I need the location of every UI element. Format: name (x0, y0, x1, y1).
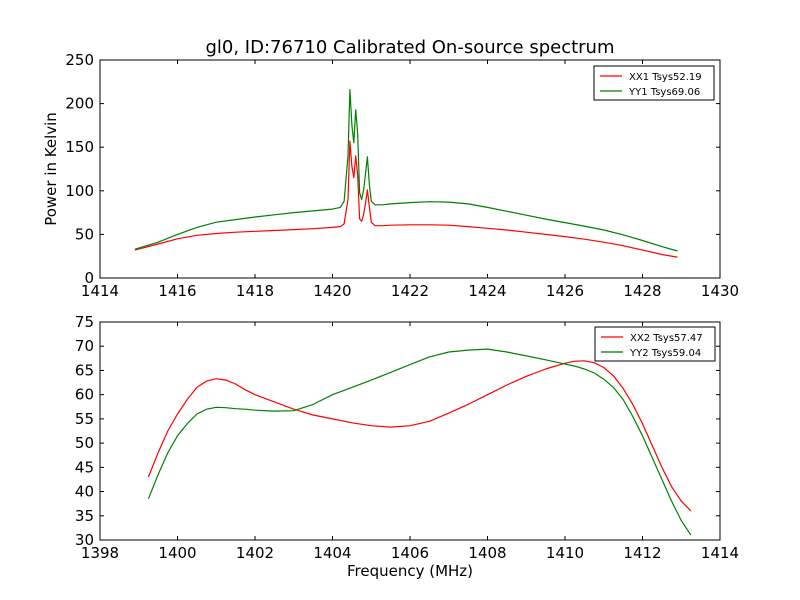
y-tick-label: 45 (75, 458, 94, 476)
x-axis-label: Frequency (MHz) (347, 562, 473, 580)
y-tick-label: 70 (75, 337, 94, 355)
x-tick-label: 1408 (468, 544, 506, 562)
y-tick-label: 150 (65, 138, 94, 156)
series-line-xx (147, 360, 692, 512)
y-tick-label: 55 (75, 410, 94, 428)
legend: XX2 Tsys57.47 YY2 Tsys59.04 (594, 326, 716, 362)
series-line-yy (147, 348, 692, 536)
y-tick-label: 200 (65, 95, 94, 113)
x-tick-label: 1430 (701, 282, 739, 300)
legend-box (593, 65, 715, 101)
x-tick-label: 1420 (313, 282, 351, 300)
x-tick-label: 1402 (236, 544, 274, 562)
y-tick-label: 50 (75, 225, 94, 243)
y-tick-label: 30 (75, 531, 94, 549)
top-plot: 1414 1416 1418 1420 1422 1424 1426 1428 1430 0 50 1… (42, 51, 739, 300)
x-tick-label: 1426 (546, 282, 584, 300)
y-tick-label: 50 (75, 434, 94, 452)
y-axis-label: Power in Kelvin (42, 112, 60, 226)
x-tick-label: 1400 (158, 544, 196, 562)
y-tick-label: 100 (65, 182, 94, 200)
y-tick-label: 75 (75, 313, 94, 331)
x-tick-label: 1424 (468, 282, 506, 300)
x-tick-label: 1418 (236, 282, 274, 300)
legend: XX1 Tsys52.19 YY1 Tsys69.06 (593, 65, 715, 101)
x-tick-label: 1422 (391, 282, 429, 300)
legend-label: YY2 Tsys59.04 (629, 348, 701, 359)
x-tick-label: 1428 (623, 282, 661, 300)
legend-label: YY1 Tsys69.06 (628, 87, 700, 98)
y-tick-label: 35 (75, 507, 94, 525)
x-tick-label: 1414 (81, 282, 119, 300)
series-line-xx (134, 140, 678, 258)
x-tick-label: 1416 (158, 282, 196, 300)
figure-title: gl0, ID:76710 Calibrated On-source spect… (205, 37, 614, 58)
y-tick-label: 65 (75, 361, 94, 379)
x-tick-label: 1406 (391, 544, 429, 562)
y-tick-label: 0 (84, 269, 94, 287)
x-tick-label: 1404 (313, 544, 351, 562)
x-tick-label: 1398 (81, 544, 119, 562)
x-tick-label: 1410 (546, 544, 584, 562)
y-tick-label: 60 (75, 386, 94, 404)
bottom-plot: 1398 1400 1402 1404 1406 1408 1410 1412 1414 30 35… (75, 313, 739, 580)
legend-label: XX2 Tsys57.47 (630, 333, 703, 344)
x-tick-label: 1412 (623, 544, 661, 562)
x-tick-label: 1414 (701, 544, 739, 562)
legend-box (594, 326, 716, 362)
y-tick-label: 250 (65, 51, 94, 69)
y-tick-label: 40 (75, 483, 94, 501)
series-line-yy (134, 88, 678, 252)
legend-label: XX1 Tsys52.19 (629, 72, 702, 83)
